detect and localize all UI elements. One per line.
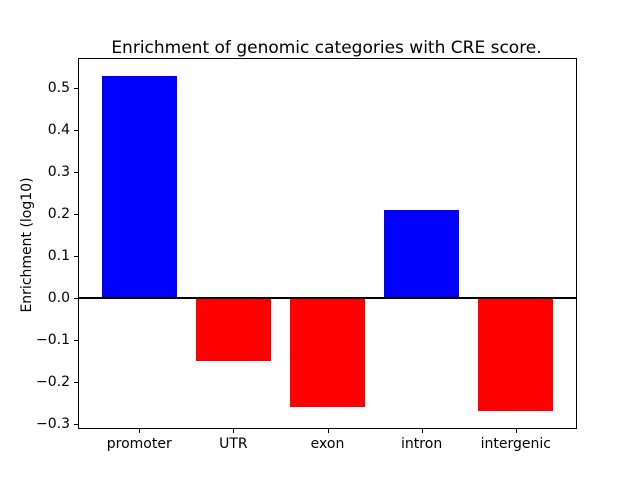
xtick-mark bbox=[515, 429, 517, 433]
plot-area bbox=[78, 58, 577, 429]
ytick-label: 0.2 bbox=[47, 206, 70, 223]
ytick-mark bbox=[74, 298, 78, 299]
bar-intron bbox=[383, 209, 460, 298]
xtick-label-promoter: promoter bbox=[106, 436, 172, 452]
xtick-label-intergenic: intergenic bbox=[480, 436, 551, 452]
xtick-label-intron: intron bbox=[401, 436, 443, 452]
ytick-label: 0.1 bbox=[47, 248, 70, 265]
ytick-mark bbox=[74, 130, 78, 132]
ytick-label: 0.5 bbox=[47, 80, 70, 97]
xtick-label-exon: exon bbox=[310, 436, 345, 452]
ytick-label: 0.4 bbox=[47, 122, 70, 139]
xtick-mark bbox=[327, 429, 329, 433]
zero-baseline bbox=[79, 297, 576, 299]
ytick-label: 0.3 bbox=[47, 164, 70, 181]
xtick-mark bbox=[421, 429, 423, 433]
ytick-mark bbox=[74, 339, 78, 341]
bar-promoter bbox=[101, 75, 177, 298]
bar-intergenic bbox=[478, 298, 554, 412]
xtick-mark bbox=[233, 429, 235, 433]
ytick-label: 0.0 bbox=[47, 290, 70, 306]
ytick-label: −0.1 bbox=[36, 331, 70, 348]
bar-UTR bbox=[195, 298, 272, 361]
ytick-mark bbox=[74, 214, 78, 216]
bar-exon bbox=[289, 298, 366, 408]
ytick-mark bbox=[74, 88, 78, 90]
xtick-label-UTR: UTR bbox=[219, 436, 248, 452]
ytick-mark bbox=[74, 256, 78, 258]
ytick-label: −0.2 bbox=[36, 373, 70, 390]
ytick-label: −0.3 bbox=[36, 415, 70, 432]
ytick-mark bbox=[74, 423, 78, 425]
ytick-mark bbox=[74, 172, 78, 174]
xtick-mark bbox=[139, 429, 141, 433]
ytick-mark bbox=[74, 381, 78, 383]
chart-title: Enrichment of genomic categories with CR… bbox=[111, 38, 542, 58]
